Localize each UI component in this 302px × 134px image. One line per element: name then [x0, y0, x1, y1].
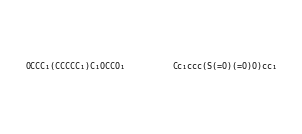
Text: OCCC₁(CCCCC₁)C₁OCCO₁: OCCC₁(CCCCC₁)C₁OCCO₁: [25, 62, 125, 72]
Text: Cc₁ccc(S(=O)(=O)O)cc₁: Cc₁ccc(S(=O)(=O)O)cc₁: [172, 62, 278, 72]
